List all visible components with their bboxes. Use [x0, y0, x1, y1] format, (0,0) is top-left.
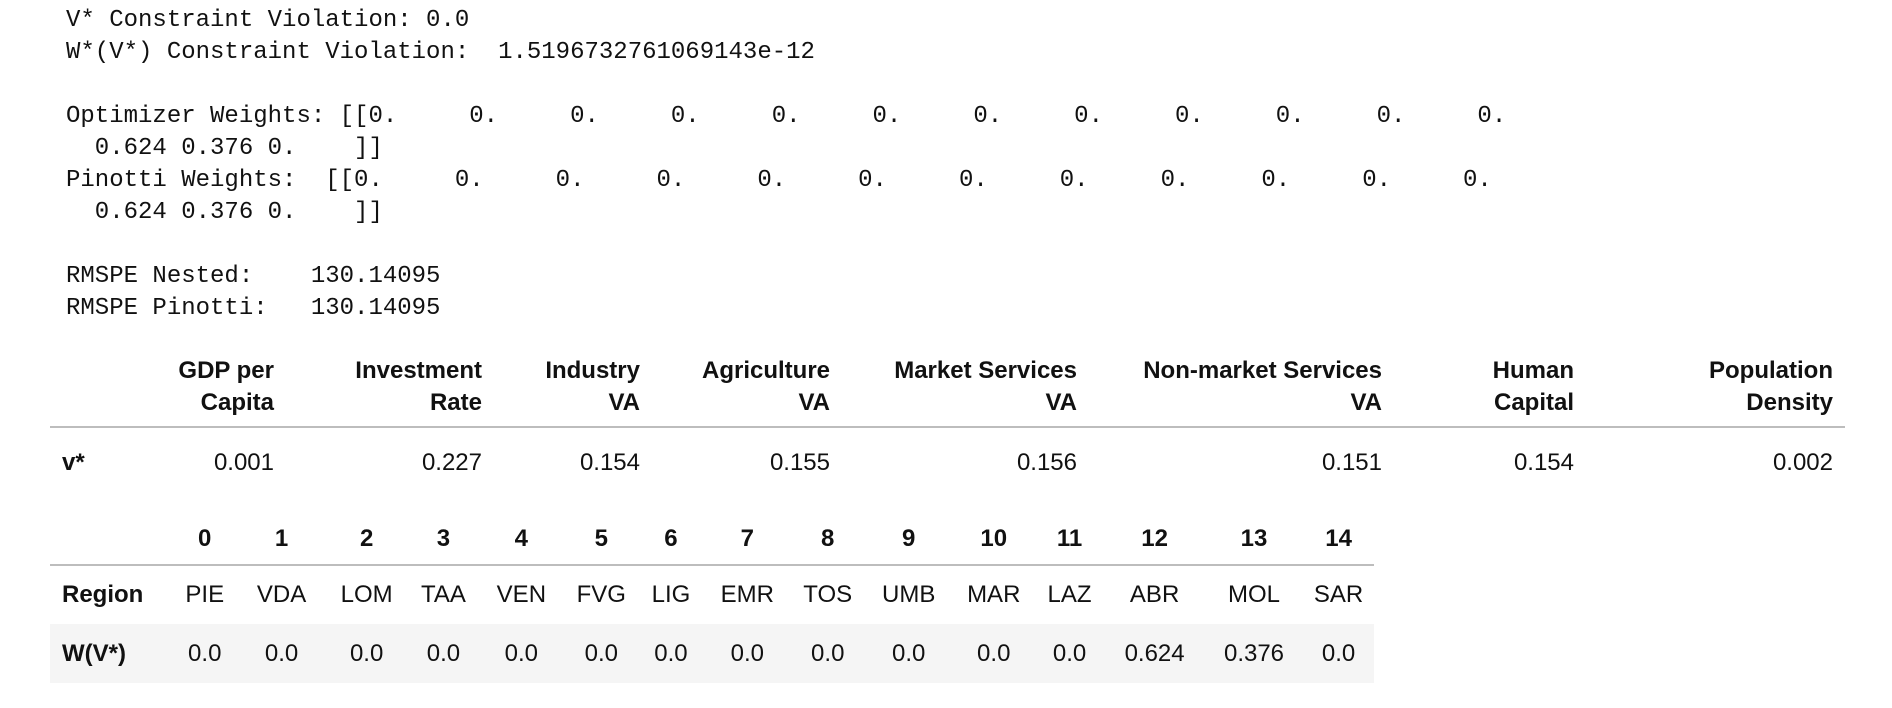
- weights-col-header: 14: [1303, 513, 1374, 566]
- region-cell: PIE: [185, 581, 225, 608]
- weights-corner-cell: [50, 513, 171, 566]
- weights-col-header: 8: [790, 513, 865, 566]
- vstar-value: 0.156: [1016, 448, 1077, 476]
- vstar-table: GDP per Capita Investment Rate Industry VA …: [50, 340, 1845, 497]
- region-row-label: Region: [62, 581, 144, 608]
- blank-line: [66, 229, 1506, 261]
- region-cell: ABR: [1129, 581, 1180, 608]
- weights-col-header: 1: [238, 513, 325, 566]
- region-cell: VEN: [496, 581, 547, 608]
- vstar-value: 0.154: [1513, 448, 1574, 476]
- weight-cell: 0.0: [349, 639, 384, 667]
- weight-cell: 0.0: [654, 639, 688, 667]
- blank-line: [66, 69, 1506, 101]
- pinotti-weights-line-2: 0.624 0.376 0. ]]: [66, 199, 383, 226]
- weights-col-header: 0: [170, 513, 239, 566]
- region-cell: MOL: [1227, 581, 1280, 608]
- vstar-row: v* 0.001 0.227 0.154 0.155 0.156 0.151 0…: [50, 427, 1845, 497]
- weight-cell: 0.0: [811, 639, 845, 667]
- rmspe-pinotti: RMSPE Pinotti: 130.14095: [66, 295, 441, 322]
- vstar-col-header: Population Density: [1586, 340, 1845, 428]
- cell-output-text: V* Constraint Violation: 0.0 W*(V*) Cons…: [66, 5, 1506, 325]
- vstar-header-row: GDP per Capita Investment Rate Industry VA …: [50, 340, 1845, 428]
- weight-cell: 0.0: [584, 639, 618, 667]
- vstar-value: 0.154: [579, 448, 640, 476]
- weights-col-header: 12: [1104, 513, 1205, 566]
- weights-col-header: 11: [1034, 513, 1105, 566]
- weight-cell: 0.0: [1321, 639, 1356, 667]
- weight-row: W(V*) 0.0 0.0 0.0 0.0 0.0 0.0 0.0 0.0 0.…: [50, 624, 1374, 683]
- vstar-value: 0.001: [213, 448, 274, 476]
- vstar-col-header: Investment Rate: [286, 340, 494, 428]
- weights-col-header: 2: [324, 513, 409, 566]
- vstar-col-header: Market Services VA: [842, 340, 1089, 428]
- region-cell: LIG: [651, 581, 691, 608]
- weight-cell: 0.376: [1223, 639, 1285, 667]
- weight-row-label: W(V*): [62, 639, 126, 667]
- region-cell: MAR: [967, 581, 1021, 608]
- weights-header-row: 0 1 2 3 4 5 6 7 8 9 10 11 12 13 14: [50, 513, 1374, 566]
- weight-cell: 0.0: [264, 639, 299, 667]
- weight-cell: 0.0: [892, 639, 926, 667]
- optimizer-weights-line-2: 0.624 0.376 0. ]]: [66, 135, 383, 162]
- weight-cell: 0.624: [1124, 639, 1185, 667]
- vstar-value: 0.227: [421, 448, 482, 476]
- vstar-value: 0.151: [1321, 448, 1382, 476]
- optimizer-weights-line-1: Optimizer Weights: [[0. 0. 0. 0. 0. 0. 0…: [66, 103, 1507, 130]
- weights-col-header: 5: [564, 513, 639, 566]
- vstar-corner-cell: [50, 340, 158, 428]
- region-cell: SAR: [1313, 581, 1364, 608]
- weight-cell: 0.0: [188, 639, 222, 667]
- vstar-col-header: Non-market Services VA: [1089, 340, 1394, 428]
- vstar-col-header: GDP per Capita: [158, 340, 286, 428]
- vstar-col-header: Industry VA: [494, 340, 652, 428]
- w-constraint-violation: W*(V*) Constraint Violation: 1.519673276…: [66, 39, 815, 66]
- vstar-value: 0.155: [769, 448, 830, 476]
- weight-cell: 0.0: [504, 639, 539, 667]
- region-cell: TOS: [803, 581, 853, 608]
- weight-cell: 0.0: [1052, 639, 1087, 667]
- region-cell: LAZ: [1047, 581, 1092, 608]
- region-cell: FVG: [576, 581, 626, 608]
- weight-cell: 0.0: [730, 639, 764, 667]
- v-constraint-violation: V* Constraint Violation: 0.0: [66, 7, 470, 34]
- weights-table: 0 1 2 3 4 5 6 7 8 9 10 11 12 13 14 Regio…: [50, 513, 1374, 683]
- region-cell: EMR: [720, 581, 774, 608]
- weights-col-header: 3: [408, 513, 479, 566]
- weights-col-header: 10: [952, 513, 1035, 566]
- region-cell: TAA: [421, 581, 466, 608]
- rmspe-nested: RMSPE Nested: 130.14095: [66, 263, 441, 290]
- region-cell: UMB: [882, 581, 936, 608]
- region-row: Region PIE VDA LOM TAA VEN FVG LIG EMR T…: [50, 565, 1374, 624]
- vstar-col-header: Agriculture VA: [652, 340, 842, 428]
- pinotti-weights-line-1: Pinotti Weights: [[0. 0. 0. 0. 0. 0. 0. …: [66, 167, 1492, 194]
- vstar-col-header: Human Capital: [1394, 340, 1586, 428]
- weights-col-header: 4: [478, 513, 565, 566]
- vstar-row-label: v*: [62, 448, 85, 476]
- weights-col-header: 7: [703, 513, 791, 566]
- weight-cell: 0.0: [977, 639, 1011, 667]
- region-cell: VDA: [256, 581, 307, 608]
- weights-col-header: 13: [1204, 513, 1304, 566]
- weight-cell: 0.0: [426, 639, 461, 667]
- weights-col-header: 6: [638, 513, 704, 566]
- weights-col-header: 9: [864, 513, 953, 566]
- vstar-value: 0.002: [1772, 448, 1833, 476]
- region-cell: LOM: [340, 581, 393, 608]
